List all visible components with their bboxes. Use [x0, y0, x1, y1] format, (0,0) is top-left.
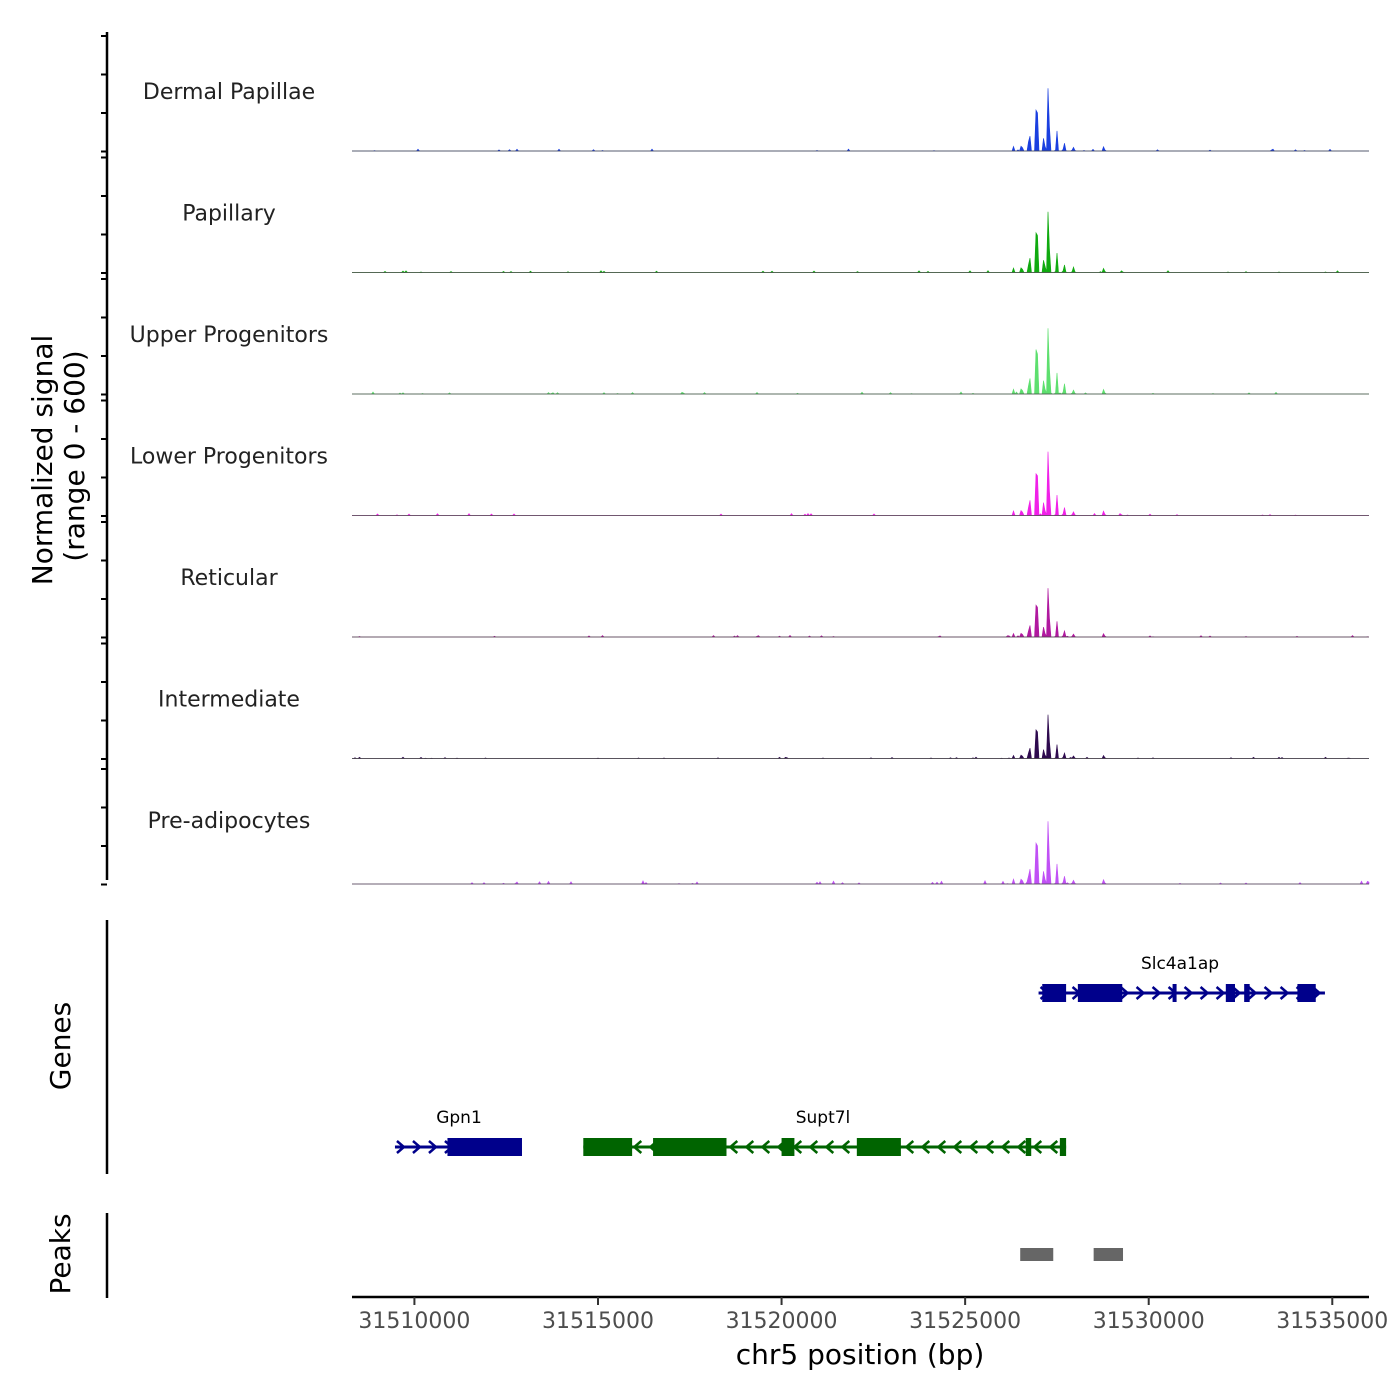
coverage-area [352, 88, 1369, 152]
strand-chevron [1263, 986, 1274, 1000]
coverage-track: Intermediate [158, 688, 1369, 759]
gene-model: Slc4a1ap [1038, 954, 1325, 1002]
coverage-area [352, 211, 1369, 273]
strand-chevron [1000, 1140, 1011, 1154]
peaks-axis-title: Peaks [44, 1213, 77, 1294]
strand-chevron [1016, 1140, 1027, 1154]
x-axis: 31510000 31515000 31520000 31525000 31530000… [352, 1295, 1388, 1334]
strand-chevron [728, 1140, 739, 1154]
strand-chevron [1151, 986, 1162, 1000]
strand-chevron [840, 1140, 851, 1154]
track-label: Reticular [180, 566, 278, 591]
strand-chevron [1119, 986, 1130, 1000]
strand-chevron [936, 1140, 947, 1154]
x-tick-label: 31525000 [909, 1309, 1021, 1334]
strand-chevron [1279, 986, 1290, 1000]
strand-chevron [920, 1140, 931, 1154]
x-tick-label: 31510000 [358, 1309, 470, 1334]
coverage-track: Reticular [180, 566, 1370, 638]
track-label: Intermediate [158, 688, 300, 713]
gene-model: Gpn1 [394, 1108, 522, 1156]
gene-label: Slc4a1ap [1141, 954, 1219, 974]
x-tick-label: 31520000 [726, 1309, 838, 1334]
peak-region [1020, 1248, 1054, 1261]
coverage-area [352, 714, 1369, 759]
coverage-area [352, 451, 1369, 517]
gene-exon [653, 1138, 727, 1156]
gene-label: Supt7l [796, 1108, 851, 1128]
coverage-track: Lower Progenitors [130, 445, 1369, 517]
strand-chevron [760, 1140, 771, 1154]
gene-exon [1225, 984, 1235, 1002]
gene-annotation-track: Slc4a1ap Gpn1 Supt7l [394, 954, 1325, 1156]
signal-axis [101, 32, 109, 886]
strand-chevron [824, 1140, 835, 1154]
gene-exon [1077, 984, 1123, 1002]
gene-exon [1297, 984, 1316, 1002]
track-label: Upper Progenitors [130, 323, 329, 348]
coverage-track: Dermal Papillae [143, 80, 1369, 152]
peak-region [1093, 1248, 1124, 1261]
peaks-track [1020, 1248, 1124, 1261]
strand-chevron [1183, 986, 1194, 1000]
strand-chevron [984, 1140, 995, 1154]
y-axis-title-line2: (range 0 - 600) [58, 350, 91, 561]
gene-exon [583, 1138, 633, 1156]
coverage-tracks: Dermal Papillae Papillary Upper Progenitor… [130, 80, 1370, 885]
strand-chevron [1048, 1140, 1059, 1154]
coverage-track: Papillary [182, 202, 1369, 273]
coverage-track: Pre-adipocytes [148, 809, 1370, 885]
strand-chevron [1215, 986, 1226, 1000]
track-label: Pre-adipocytes [148, 809, 311, 834]
strand-chevron [968, 1140, 979, 1154]
strand-chevron [396, 1140, 406, 1154]
gene-label: Gpn1 [436, 1108, 482, 1128]
gene-exon [1059, 1138, 1067, 1156]
strand-chevron [1199, 986, 1210, 1000]
gene-exon [1244, 984, 1250, 1002]
gene-model: Supt7l [583, 1108, 1067, 1156]
strand-chevron [412, 1140, 422, 1154]
strand-chevron [904, 1140, 915, 1154]
strand-chevron [808, 1140, 819, 1154]
strand-chevron [428, 1140, 438, 1154]
coverage-track: Upper Progenitors [130, 323, 1369, 395]
gene-exon [781, 1138, 795, 1156]
coverage-area [352, 588, 1370, 638]
strand-chevron [952, 1140, 963, 1154]
coverage-area [352, 821, 1370, 885]
strand-chevron [632, 1140, 643, 1154]
gene-exon [1172, 984, 1177, 1002]
strand-chevron [1032, 1140, 1043, 1154]
strand-chevron [1135, 986, 1146, 1000]
coverage-area [352, 328, 1369, 395]
x-axis-title: chr5 position (bp) [736, 1338, 985, 1371]
track-label: Papillary [182, 202, 276, 227]
track-label: Lower Progenitors [130, 445, 328, 470]
gene-exon [856, 1138, 901, 1156]
x-tick-label: 31535000 [1276, 1309, 1388, 1334]
x-tick-label: 31515000 [542, 1309, 654, 1334]
genes-axis-title: Genes [44, 1002, 77, 1090]
gene-exon [447, 1138, 522, 1156]
strand-chevron [1247, 986, 1258, 1000]
gene-exon [1042, 984, 1067, 1002]
y-axis-title-line1: Normalized signal [26, 335, 59, 586]
strand-chevron [744, 1140, 755, 1154]
gene-exon [1025, 1138, 1032, 1156]
x-tick-label: 31530000 [1093, 1309, 1205, 1334]
track-label: Dermal Papillae [143, 80, 315, 105]
